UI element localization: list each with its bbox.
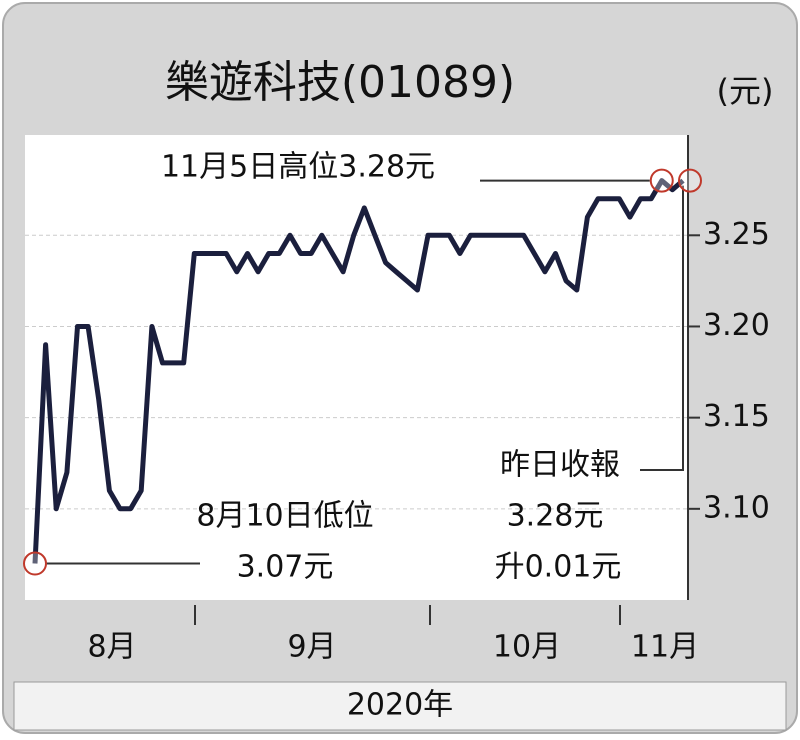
chart-title: 樂遊科技(01089) (165, 57, 515, 108)
annotation: 11月5日高位3.28元 (161, 150, 435, 185)
x-tick-label: 10月 (493, 630, 561, 665)
point-marker (23, 551, 47, 576)
point-marker (678, 168, 702, 193)
y-tick-label: 3.20 (703, 308, 770, 343)
plot-area (25, 135, 688, 600)
y-tick-label: 3.15 (703, 399, 770, 434)
price-line (32, 178, 685, 564)
annotation: 升0.01元 (495, 550, 622, 585)
annotation: 3.28元 (507, 499, 604, 534)
point-marker (649, 168, 674, 193)
x-tick-label: 11月 (631, 630, 699, 665)
x-tick-label: 8月 (87, 630, 136, 665)
annotation: 昨日收報 (500, 448, 620, 483)
unit-label: (元) (717, 72, 774, 110)
leader (640, 185, 684, 471)
year-label: 2020年 (347, 688, 453, 723)
annotation: 8月10日低位 (196, 499, 373, 534)
year-band (13, 681, 787, 731)
y-tick-label: 3.10 (703, 490, 770, 525)
y-tick-label: 3.25 (703, 217, 770, 252)
annotation: 3.07元 (237, 550, 334, 585)
x-tick-label: 9月 (287, 630, 336, 665)
